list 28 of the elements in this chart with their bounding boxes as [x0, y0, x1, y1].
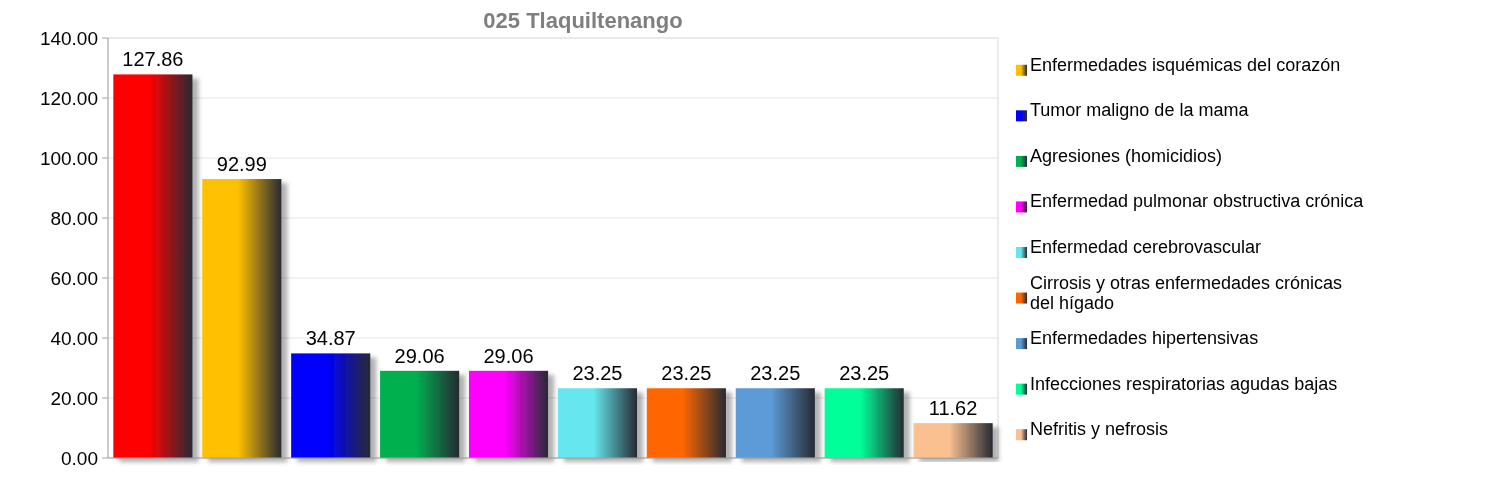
y-tick-label: 0.00: [61, 447, 98, 469]
y-tick-label: 120.00: [39, 87, 98, 109]
data-label: 23.25: [661, 362, 712, 385]
y-tick-label: 40.00: [50, 327, 98, 349]
y-tick-label: 60.00: [50, 267, 98, 289]
legend-label: Enfermedad cerebrovascular: [1030, 237, 1262, 257]
data-label: 127.86: [122, 48, 184, 71]
legend-label: Tumor maligno de la mama: [1030, 100, 1250, 121]
y-tick-label: 80.00: [50, 207, 98, 229]
legend-label: Nefritis y nefrosis: [1030, 419, 1169, 440]
legend-label: Cirrosis y otras enfermedades crónicas del hígado: [1030, 272, 1343, 313]
legend-label: Enfermedad pulmonar obstructiva crónica: [1030, 191, 1365, 212]
legend-label: Enfermedades hipertensivas: [1030, 328, 1259, 349]
y-tick-label: 100.00: [39, 147, 98, 169]
data-label: 23.25: [572, 362, 623, 385]
data-label: 92.99: [216, 153, 267, 176]
data-label: 23.25: [750, 362, 801, 385]
chart-title: 025 Tlaquiltenango: [483, 8, 683, 33]
legend-label: Agresiones (homicidios): [1030, 145, 1223, 166]
data-label: 29.06: [483, 344, 534, 367]
data-label: 11.62: [928, 397, 978, 420]
legend-label: Enfermedades isquémicas del corazón: [1030, 54, 1341, 75]
y-tick-label: 140.00: [39, 27, 98, 49]
data-label: 34.87: [305, 327, 356, 350]
legend-label: Infecciones respiratorias agudas bajas: [1030, 373, 1338, 394]
y-tick-label: 20.00: [50, 387, 98, 409]
data-label: 29.06: [394, 344, 445, 367]
data-label: 23.25: [839, 362, 890, 385]
